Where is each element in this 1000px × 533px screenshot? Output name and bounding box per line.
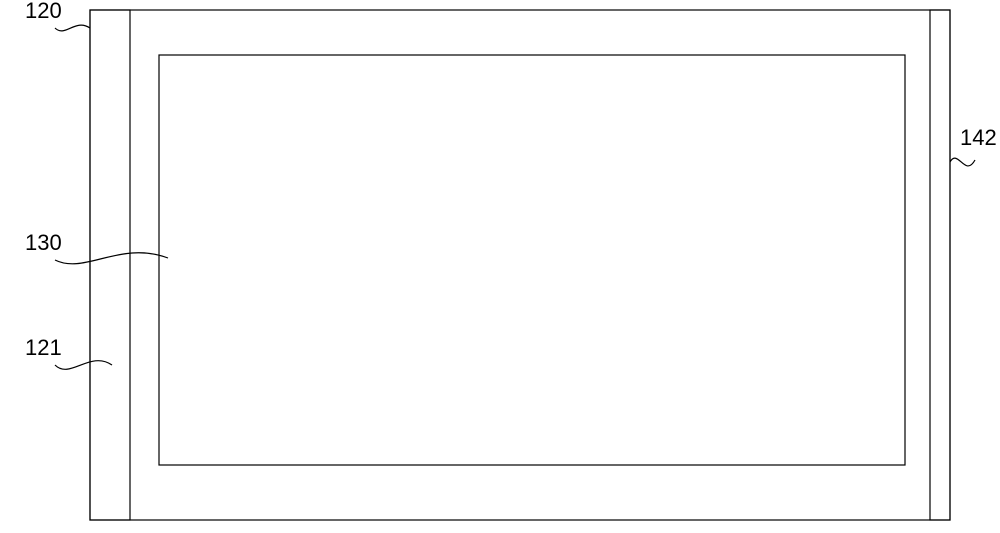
technical-diagram: 120 130 121 142 [0,0,1000,533]
label-142: 142 [960,125,997,150]
label-130: 130 [25,230,62,255]
label-120: 120 [25,0,62,23]
canvas-background [0,0,1000,533]
label-121: 121 [25,335,62,360]
